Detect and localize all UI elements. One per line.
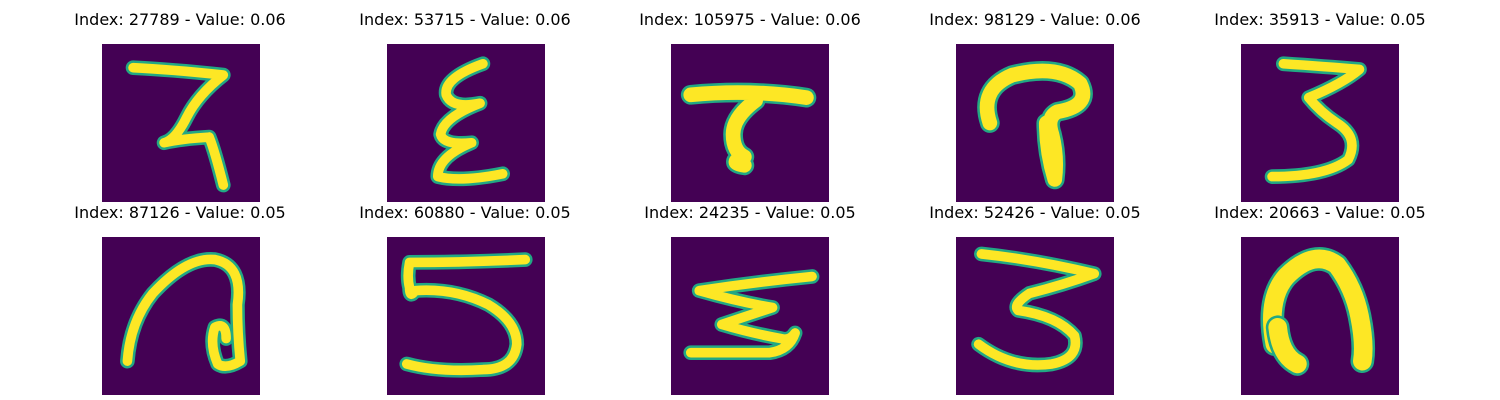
handwritten-digit-image [956,237,1114,395]
handwritten-digit-image [387,237,545,395]
digit-stroke [680,82,817,176]
digit-stroke [683,269,820,361]
handwritten-digit-image [102,44,260,202]
handwritten-digit-image [1241,44,1399,202]
panel-9: Index: 52426 - Value: 0.05 [885,203,1185,395]
panel-title: Index: 60880 - Value: 0.05 [359,203,571,222]
panel-8: Index: 24235 - Value: 0.05 [600,203,900,395]
digit-stroke [399,252,533,378]
panel-title: Index: 27789 - Value: 0.06 [74,10,286,29]
panel-title: Index: 105975 - Value: 0.06 [639,10,861,29]
panel-6: Index: 87126 - Value: 0.05 [30,203,330,395]
panel-title: Index: 53715 - Value: 0.06 [359,10,571,29]
panel-title: Index: 20663 - Value: 0.05 [1214,203,1426,222]
panel-title: Index: 98129 - Value: 0.06 [929,10,1141,29]
handwritten-digit-image [956,44,1114,202]
panel-4: Index: 98129 - Value: 0.06 [885,10,1185,202]
panel-1: Index: 27789 - Value: 0.06 [30,10,330,202]
digit-stroke [1264,56,1367,184]
panel-title: Index: 87126 - Value: 0.05 [74,203,286,222]
digit-stroke [1260,247,1376,376]
handwritten-digit-image [102,237,260,395]
panel-2: Index: 53715 - Value: 0.06 [315,10,615,202]
digit-stroke [977,61,1093,190]
handwritten-digit-image [671,44,829,202]
digit-stroke [120,252,248,374]
panel-title: Index: 52426 - Value: 0.05 [929,203,1141,222]
panel-title: Index: 24235 - Value: 0.05 [644,203,856,222]
panel-3: Index: 105975 - Value: 0.06 [600,10,900,202]
panel-title: Index: 35913 - Value: 0.05 [1214,10,1426,29]
panel-5: Index: 35913 - Value: 0.05 [1170,10,1470,202]
panel-10: Index: 20663 - Value: 0.05 [1170,203,1470,395]
panel-7: Index: 60880 - Value: 0.05 [315,203,615,395]
digit-stroke [125,60,231,193]
handwritten-digit-image [387,44,545,202]
handwritten-digit-image [671,237,829,395]
handwritten-digit-image [1241,237,1399,395]
image-background [671,44,829,202]
digit-stroke [971,246,1102,373]
digit-stroke [430,56,511,187]
